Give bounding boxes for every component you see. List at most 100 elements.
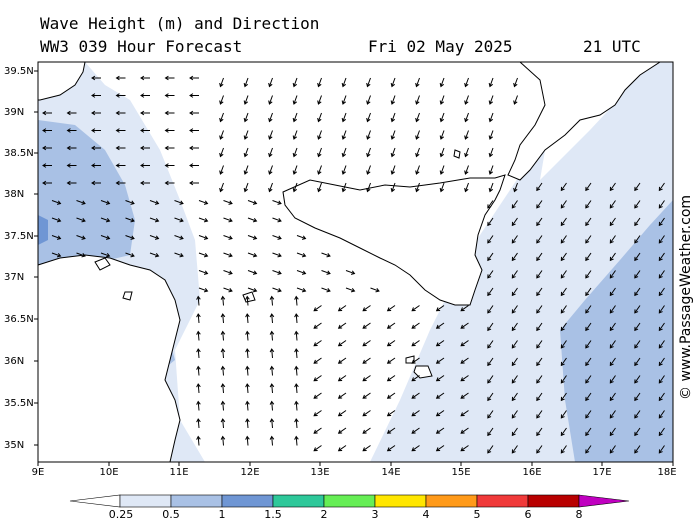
wave-direction-arrow-icon xyxy=(51,252,62,258)
wave-direction-arrow-icon xyxy=(511,235,518,244)
wave-direction-arrow-icon xyxy=(220,313,226,324)
wave-direction-arrow-icon xyxy=(560,200,567,209)
wave-direction-arrow-icon xyxy=(487,445,494,454)
wave-direction-arrow-icon xyxy=(386,340,396,347)
wave-direction-arrow-icon xyxy=(243,130,249,140)
legend-swatch xyxy=(374,494,427,508)
wave-direction-arrow-icon xyxy=(223,270,233,275)
wave-direction-arrow-icon xyxy=(609,427,616,437)
wave-direction-arrow-icon xyxy=(66,145,77,151)
wave-direction-arrow-icon xyxy=(658,427,665,437)
lon-label: 14E xyxy=(381,467,401,478)
wave-direction-arrow-icon xyxy=(294,418,299,429)
wave-direction-arrow-icon xyxy=(313,322,322,329)
wave-direction-arrow-icon xyxy=(536,375,543,384)
wave-direction-arrow-icon xyxy=(658,287,665,297)
wave-direction-arrow-icon xyxy=(337,305,347,312)
forecast-time: 21 UTC xyxy=(583,37,641,56)
wave-direction-arrow-icon xyxy=(536,427,543,437)
map-title: Wave Height (m) and Direction xyxy=(40,14,320,33)
lat-label: 36.5N xyxy=(4,314,34,325)
wave-direction-arrow-icon xyxy=(292,130,298,140)
wave-direction-arrow-icon xyxy=(658,410,665,419)
wave-direction-arrow-icon xyxy=(317,147,322,158)
wave-direction-arrow-icon xyxy=(585,235,592,244)
wave-direction-arrow-icon xyxy=(223,200,233,205)
wave-direction-arrow-icon xyxy=(292,165,298,175)
lon-label: 12E xyxy=(240,467,260,478)
wave-direction-arrow-icon xyxy=(42,180,52,186)
wave-direction-arrow-icon xyxy=(609,410,616,419)
wave-direction-arrow-icon xyxy=(268,77,273,88)
wave-direction-arrow-icon xyxy=(196,435,201,446)
forecast-label: WW3 039 Hour Forecast xyxy=(40,37,243,56)
wave-direction-arrow-icon xyxy=(634,217,641,227)
wave-direction-arrow-icon xyxy=(219,77,224,88)
wave-direction-arrow-icon xyxy=(634,182,641,192)
wave-direction-arrow-icon xyxy=(513,77,518,88)
wave-direction-arrow-icon xyxy=(511,200,518,209)
wave-direction-arrow-icon xyxy=(439,147,445,158)
wave-direction-arrow-icon xyxy=(269,365,275,376)
wave-direction-arrow-icon xyxy=(585,287,592,297)
legend-label: 3 xyxy=(371,508,379,521)
wave-direction-arrow-icon xyxy=(219,165,224,175)
wave-direction-arrow-icon xyxy=(511,217,518,227)
lat-label: 38N xyxy=(4,189,25,200)
wave-direction-arrow-icon xyxy=(366,182,371,193)
wave-direction-arrow-icon xyxy=(42,163,52,168)
wave-direction-arrow-icon xyxy=(390,182,396,193)
wave-direction-arrow-icon xyxy=(220,418,226,429)
wave-direction-arrow-icon xyxy=(390,112,396,123)
wave-direction-arrow-icon xyxy=(140,75,150,81)
wave-direction-arrow-icon xyxy=(245,418,250,429)
wave-direction-arrow-icon xyxy=(634,252,641,262)
wave-direction-arrow-icon xyxy=(366,112,371,123)
wave-direction-arrow-icon xyxy=(164,145,175,151)
wave-direction-arrow-icon xyxy=(435,375,445,382)
wave-direction-arrow-icon xyxy=(386,322,396,329)
wave-direction-arrow-icon xyxy=(511,270,518,279)
wave-direction-arrow-icon xyxy=(585,357,592,367)
wave-direction-arrow-icon xyxy=(321,287,331,293)
wave-direction-arrow-icon xyxy=(245,383,250,394)
wave-direction-arrow-icon xyxy=(294,383,299,394)
wave-direction-arrow-icon xyxy=(140,145,150,151)
wave-direction-arrow-icon xyxy=(390,130,396,140)
wave-direction-arrow-icon xyxy=(294,348,299,359)
wave-direction-arrow-icon xyxy=(268,165,273,175)
wave-direction-arrow-icon xyxy=(317,95,322,105)
wave-direction-arrow-icon xyxy=(560,287,567,297)
aeolian-island xyxy=(453,149,461,159)
wave-direction-arrow-icon xyxy=(560,375,567,384)
legend-right-tip xyxy=(578,494,630,508)
wave-direction-arrow-icon xyxy=(439,77,445,88)
wave-direction-arrow-icon xyxy=(415,112,420,123)
legend-swatch xyxy=(272,494,325,508)
wave-direction-arrow-icon xyxy=(634,270,641,279)
wave-direction-arrow-icon xyxy=(196,330,201,341)
wave-direction-arrow-icon xyxy=(174,235,184,240)
wave-direction-arrow-icon xyxy=(386,305,396,312)
wave-direction-arrow-icon xyxy=(220,365,226,376)
wave-direction-arrow-icon xyxy=(560,235,567,244)
wave-direction-arrow-icon xyxy=(460,322,469,329)
wave-direction-arrow-icon xyxy=(609,305,616,314)
wave-direction-arrow-icon xyxy=(609,322,616,332)
wave-direction-arrow-icon xyxy=(411,375,420,382)
wave-direction-arrow-icon xyxy=(487,305,494,314)
wave-direction-arrow-icon xyxy=(149,235,160,240)
legend-label: 6 xyxy=(524,508,532,521)
wave-direction-arrow-icon xyxy=(460,445,469,452)
wave-direction-arrow-icon xyxy=(317,182,322,193)
wave-direction-arrow-icon xyxy=(164,110,175,116)
wave-direction-arrow-icon xyxy=(585,427,592,437)
wave-direction-arrow-icon xyxy=(245,400,250,411)
wave-direction-arrow-icon xyxy=(511,427,518,437)
wave-direction-arrow-icon xyxy=(415,77,420,88)
wave-direction-arrow-icon xyxy=(411,392,420,399)
wave-direction-arrow-icon xyxy=(91,128,101,133)
wave-direction-arrow-icon xyxy=(362,375,371,382)
wave-direction-arrow-icon xyxy=(658,392,665,402)
wave-direction-arrow-icon xyxy=(439,182,445,193)
